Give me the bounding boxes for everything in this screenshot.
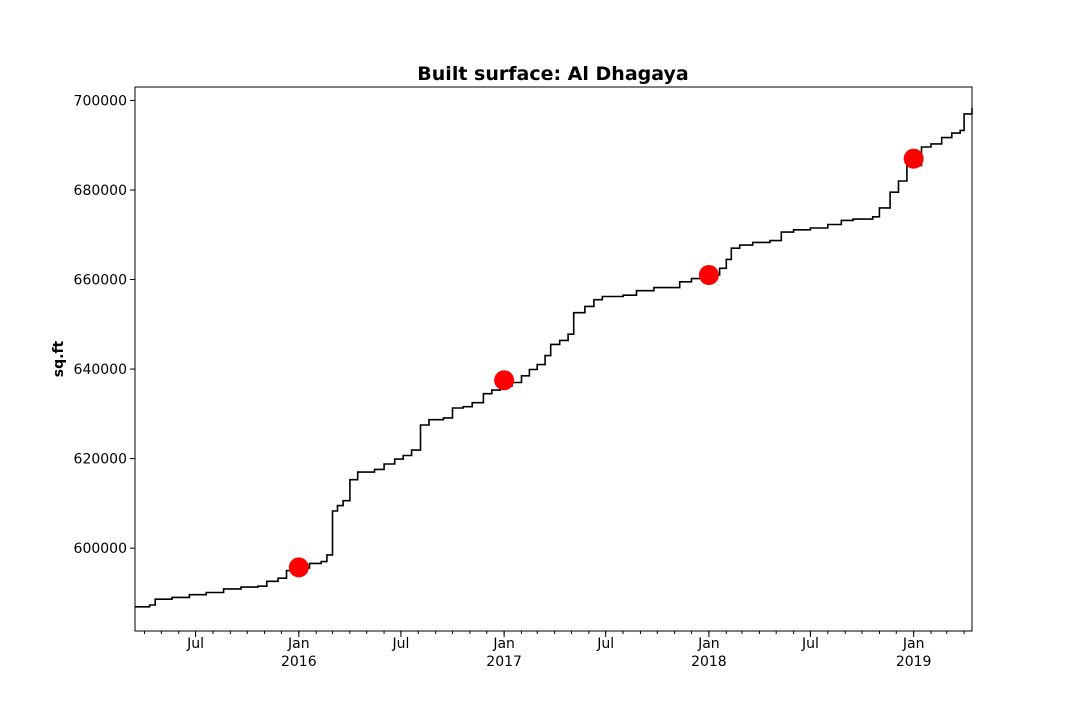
chart-title: Built surface: Al Dhagaya xyxy=(417,63,688,85)
y-tick-label: 660000 xyxy=(74,273,127,289)
x-tick-label: Jul xyxy=(186,636,204,652)
y-tick-label: 600000 xyxy=(74,541,127,557)
x-tick-year-label: 2016 xyxy=(281,654,317,670)
y-tick-label: 680000 xyxy=(74,183,127,199)
y-tick-label: 620000 xyxy=(74,452,127,468)
axes-frame xyxy=(134,86,973,632)
x-tick-label: Jan xyxy=(287,636,310,652)
y-tick-label: 700000 xyxy=(74,93,127,109)
x-tick-label: Jul xyxy=(801,636,819,652)
x-tick-year-label: 2019 xyxy=(896,654,932,670)
x-tick-year-label: 2018 xyxy=(691,654,727,670)
x-tick-label: Jul xyxy=(596,636,614,652)
x-tick-label: Jan xyxy=(697,636,720,652)
x-tick-label: Jul xyxy=(391,636,409,652)
plot-area: 600000 620000 640000 660000 680000 700000 Jul J… xyxy=(74,86,973,670)
built-surface-line xyxy=(135,108,973,608)
yearly-marker-point xyxy=(698,265,719,286)
y-axis-label: sq.ft xyxy=(51,340,67,377)
x-tick-label: Jan xyxy=(492,636,515,652)
yearly-marker-point xyxy=(903,148,924,169)
yearly-marker-point xyxy=(288,557,309,578)
x-tick-year-label: 2017 xyxy=(486,654,522,670)
y-tick-label: 640000 xyxy=(74,362,127,378)
x-tick-label: Jan xyxy=(902,636,925,652)
yearly-marker-point xyxy=(494,370,515,391)
